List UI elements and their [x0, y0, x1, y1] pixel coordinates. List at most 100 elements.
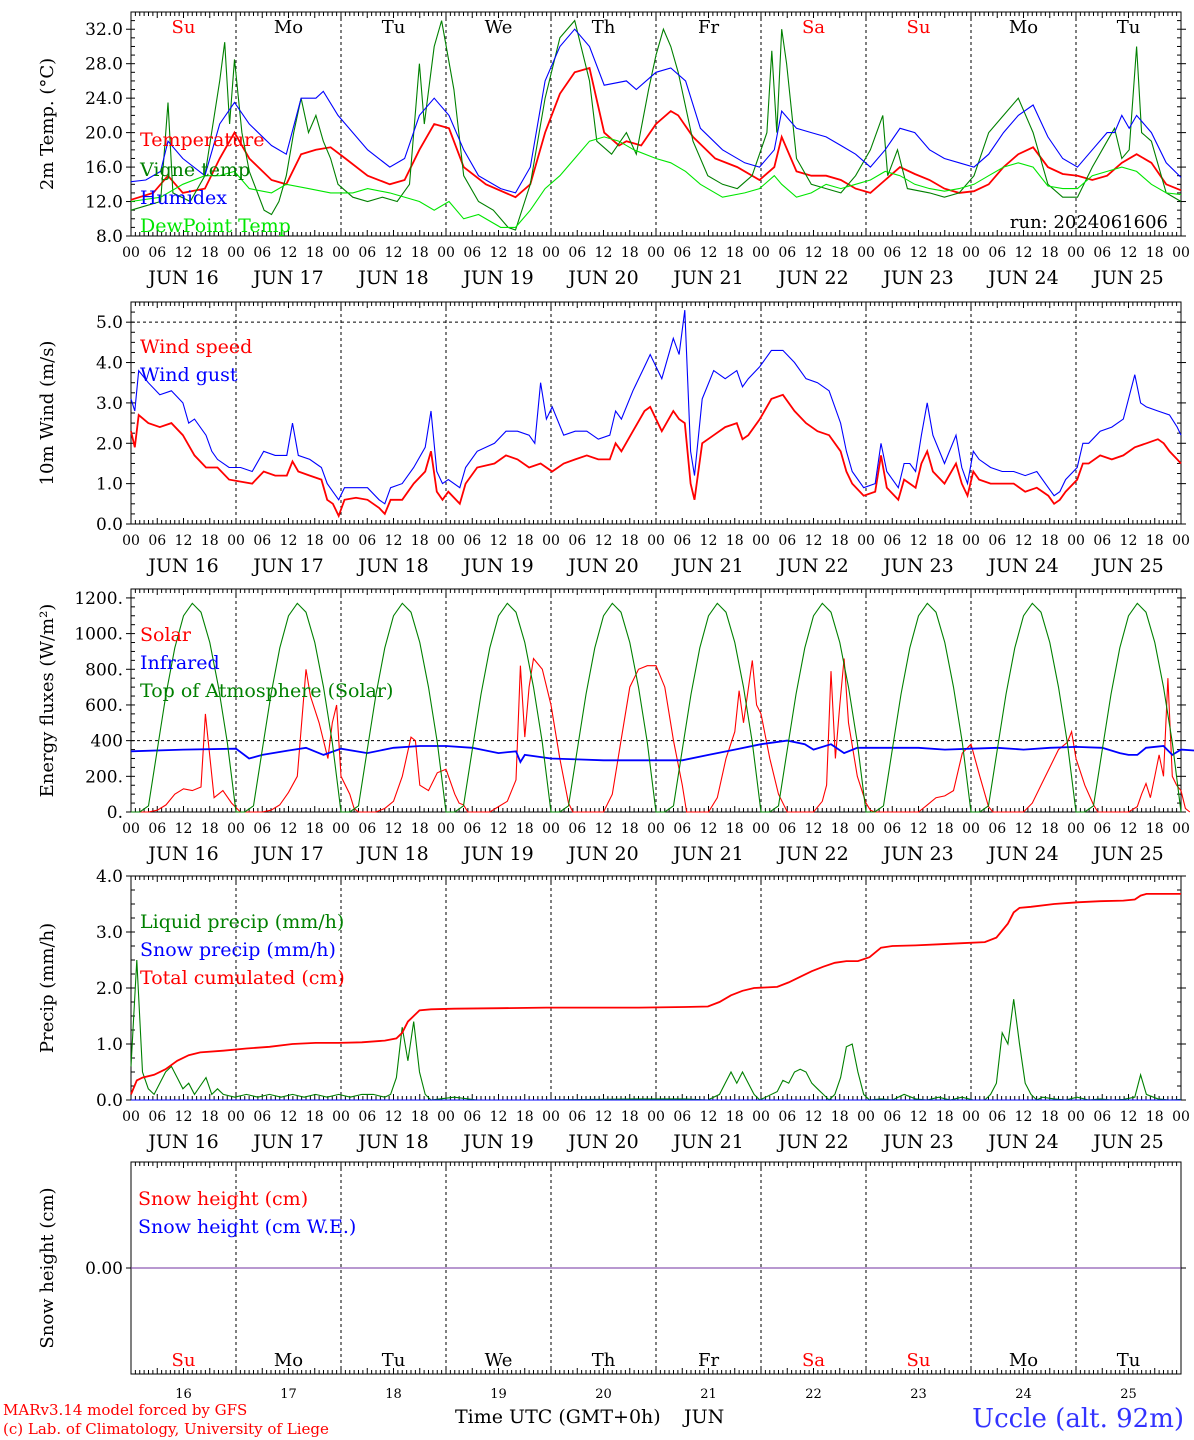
date-label: JUN 20	[566, 1131, 638, 1153]
y-tick-label: 0.00	[85, 1259, 123, 1279]
hour-tick-label: 12	[175, 533, 193, 549]
hour-tick-label: 06	[1093, 821, 1111, 837]
hour-tick-label: 00	[542, 1109, 560, 1125]
hour-tick-label: 06	[253, 245, 271, 261]
hour-tick-label: 00	[962, 821, 980, 837]
hour-tick-label: 06	[568, 245, 586, 261]
hour-tick-label: 12	[910, 1109, 928, 1125]
day-abbr-label: Su	[172, 17, 196, 38]
hour-tick-label: 18	[936, 245, 954, 261]
y-tick-label: 1.0	[96, 1035, 123, 1055]
hour-tick-label: 06	[1093, 1109, 1111, 1125]
series-line-wind-speed	[130, 393, 1182, 519]
hour-tick-label: 06	[988, 1109, 1006, 1125]
hour-tick-label: 18	[306, 821, 324, 837]
date-label: JUN 23	[881, 843, 953, 865]
date-label: JUN 18	[356, 1131, 428, 1153]
date-label: JUN 21	[671, 1131, 743, 1153]
hour-tick-label: 00	[122, 245, 140, 261]
hour-tick-label: 18	[1146, 245, 1164, 261]
hour-tick-label: 12	[700, 533, 718, 549]
y-tick-label: 800.	[85, 660, 123, 680]
y-tick-label: 3.0	[96, 394, 123, 414]
date-label: JUN 23	[881, 555, 953, 577]
panel-5: 0.00 Snow height (cm) Snow height (cm) Snow…	[37, 1161, 1186, 1402]
hour-tick-label: 12	[280, 245, 298, 261]
hour-tick-label: 12	[595, 533, 613, 549]
hour-tick-label: 12	[1120, 533, 1138, 549]
hour-tick-label: 18	[516, 533, 534, 549]
hour-tick-label: 00	[962, 1109, 980, 1125]
legend-vigne-temp: Vigne temp	[139, 159, 250, 181]
y-tick-label: 0.0	[96, 515, 123, 535]
hour-tick-label: 06	[883, 245, 901, 261]
legend-wind-speed: Wind speed	[140, 336, 252, 358]
day-abbr-label: Mo	[274, 17, 303, 38]
hour-tick-label: 06	[778, 1109, 796, 1125]
day-abbr-label: Su	[172, 1350, 196, 1371]
hour-tick-label: 00	[332, 245, 350, 261]
hour-tick-label: 12	[490, 1109, 508, 1125]
hour-tick-label: 06	[568, 821, 586, 837]
hour-tick-label: 00	[542, 245, 560, 261]
hour-tick-label: 18	[306, 1109, 324, 1125]
hour-tick-label: 00	[1067, 1109, 1085, 1125]
hour-tick-label: 18	[831, 245, 849, 261]
hour-tick-label: 00	[647, 533, 665, 549]
hour-tick-label: 06	[673, 245, 691, 261]
hour-tick-label: 06	[148, 821, 166, 837]
hour-tick-label: 18	[936, 533, 954, 549]
date-label: JUN 18	[356, 843, 428, 865]
hour-tick-label: 06	[988, 245, 1006, 261]
hour-tick-label: 12	[595, 1109, 613, 1125]
day-abbr-label: Mo	[274, 1350, 303, 1371]
date-label: JUN 24	[986, 267, 1058, 289]
hour-tick-label: 18	[411, 245, 429, 261]
model-credit-line2: (c) Lab. of Climatology, University of L…	[3, 1420, 329, 1438]
hour-tick-label: 18	[411, 533, 429, 549]
day-number-label: 16	[175, 1387, 192, 1402]
hour-tick-label: 12	[700, 245, 718, 261]
date-label: JUN 16	[146, 843, 218, 865]
hour-tick-label: 18	[831, 533, 849, 549]
hour-tick-label: 06	[358, 821, 376, 837]
hour-tick-label: 18	[726, 821, 744, 837]
hour-tick-label: 06	[778, 821, 796, 837]
legend-dewpoint-temp: DewPoint Temp	[140, 215, 291, 237]
hour-tick-label: 06	[883, 1109, 901, 1125]
hour-tick-label: 18	[1146, 821, 1164, 837]
hour-tick-label: 06	[988, 821, 1006, 837]
hour-tick-label: 18	[516, 245, 534, 261]
hour-tick-label: 00	[752, 1109, 770, 1125]
series-line-wind-gust	[130, 310, 1182, 505]
y-axis-label: 10m Wind (m/s)	[37, 341, 58, 486]
hour-tick-label: 00	[857, 533, 875, 549]
hour-tick-label: 06	[358, 533, 376, 549]
day-number-label: 21	[700, 1387, 717, 1402]
date-label: JUN 20	[566, 267, 638, 289]
hour-tick-label: 12	[1015, 245, 1033, 261]
hour-tick-label: 12	[385, 1109, 403, 1125]
hour-tick-label: 18	[201, 245, 219, 261]
date-label: JUN 17	[251, 1131, 323, 1153]
hour-tick-label-end: 00	[1172, 1109, 1190, 1125]
series-line-top-of-atmosphere-solar-	[131, 602, 1182, 813]
y-tick-label: 28.0	[85, 55, 123, 75]
hour-tick-label: 18	[726, 1109, 744, 1125]
date-label: JUN 24	[986, 1131, 1058, 1153]
y-tick-label: 8.0	[96, 227, 123, 247]
y-tick-label: 1.0	[96, 475, 123, 495]
hour-tick-label: 18	[1146, 1109, 1164, 1125]
hour-tick-label: 12	[1015, 821, 1033, 837]
hour-tick-label: 06	[883, 533, 901, 549]
hour-tick-label: 18	[831, 821, 849, 837]
hour-tick-label: 06	[148, 245, 166, 261]
hour-tick-label: 00	[437, 821, 455, 837]
hour-tick-label: 12	[805, 821, 823, 837]
hour-tick-label: 12	[805, 245, 823, 261]
time-axis-label: Time UTC (GMT+0h)	[455, 1406, 661, 1428]
y-tick-label: 1200.	[74, 589, 123, 609]
hour-tick-label: 06	[253, 533, 271, 549]
y-tick-label: 2.0	[96, 979, 123, 999]
date-label: JUN 23	[881, 1131, 953, 1153]
